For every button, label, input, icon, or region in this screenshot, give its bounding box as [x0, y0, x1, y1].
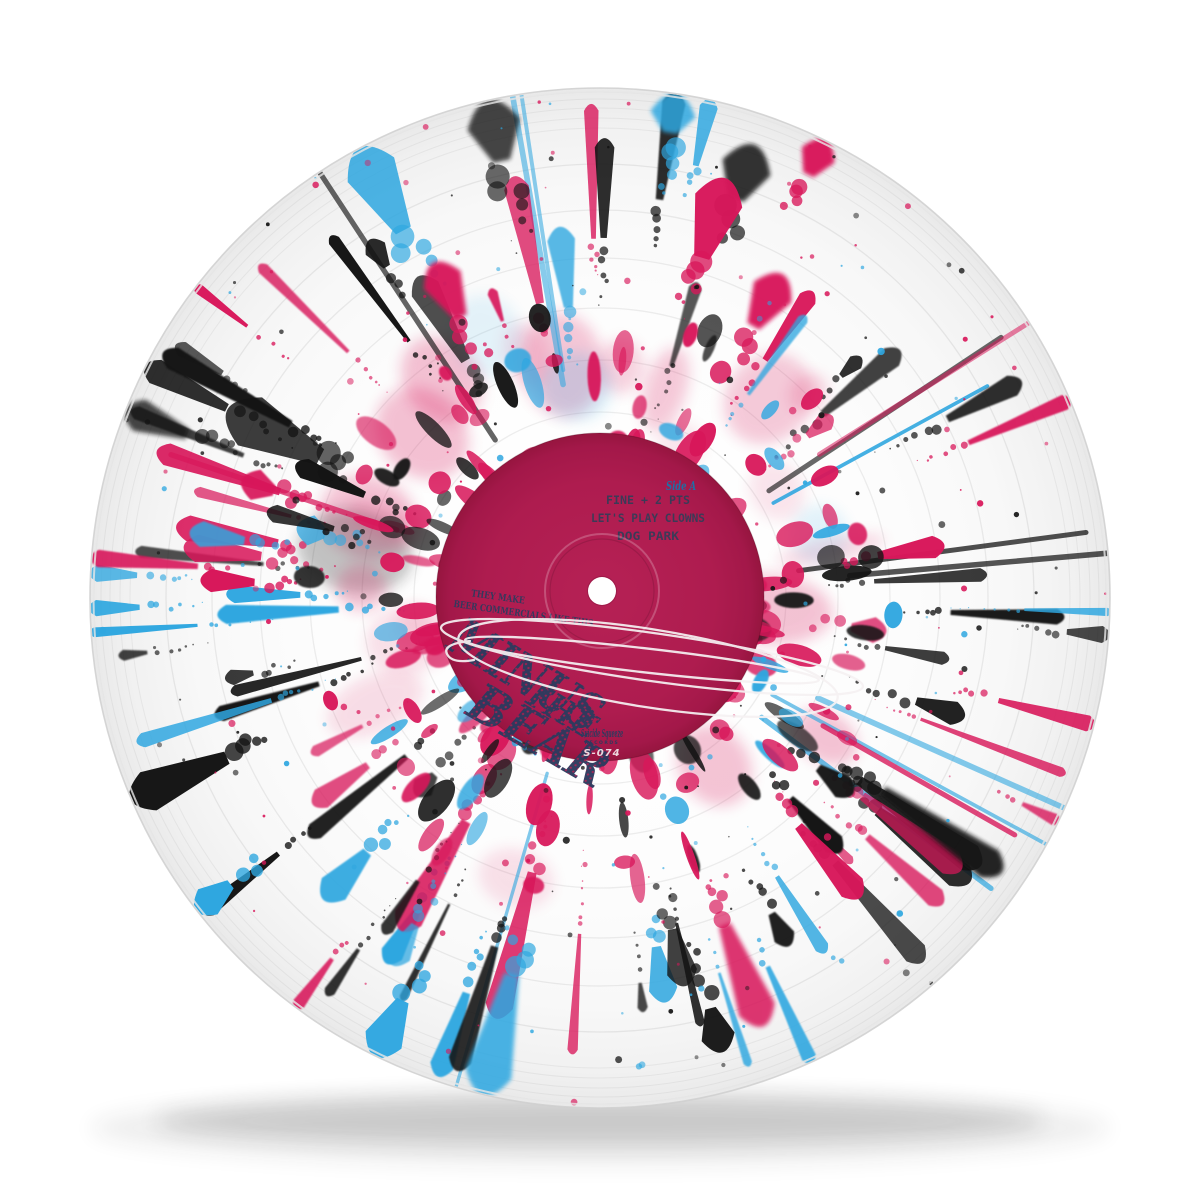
- spindle-hole: [588, 577, 616, 605]
- side-a-label: Side A: [666, 478, 696, 493]
- label-edge: [435, 432, 765, 762]
- record-company-word: RECORDS: [585, 740, 620, 746]
- spindle-hole-edge: [586, 575, 618, 607]
- pressing-ring-outer: [544, 533, 660, 649]
- record-rim-inner: [92, 90, 1108, 1106]
- record-company-script: Suicide Squeeze: [581, 727, 623, 740]
- track-2: LET'S PLAY CLOWNS: [591, 511, 705, 525]
- record-rim: [89, 87, 1111, 1109]
- record-shadow: [90, 1090, 1110, 1166]
- splatter-paint: [91, 92, 1109, 1106]
- suicide-squeeze-logo: Suicide Squeeze RECORDS S-074: [581, 727, 623, 759]
- catalog-number: S-074: [583, 748, 620, 759]
- track-3: DOG PARK: [617, 529, 679, 543]
- track-list: FINE + 2 PTS LET'S PLAY CLOWNS DOG PARK: [591, 493, 705, 543]
- scribble-decoration: [439, 617, 865, 718]
- track-1: FINE + 2 PTS: [606, 493, 690, 507]
